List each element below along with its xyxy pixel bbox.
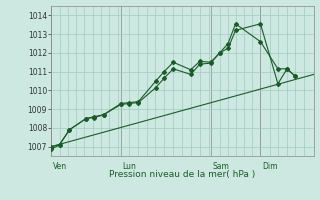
Text: Sam: Sam [212,162,229,171]
Text: Ven: Ven [53,162,67,171]
Text: Dim: Dim [262,162,278,171]
Text: Lun: Lun [123,162,137,171]
X-axis label: Pression niveau de la mer( hPa ): Pression niveau de la mer( hPa ) [109,170,256,179]
